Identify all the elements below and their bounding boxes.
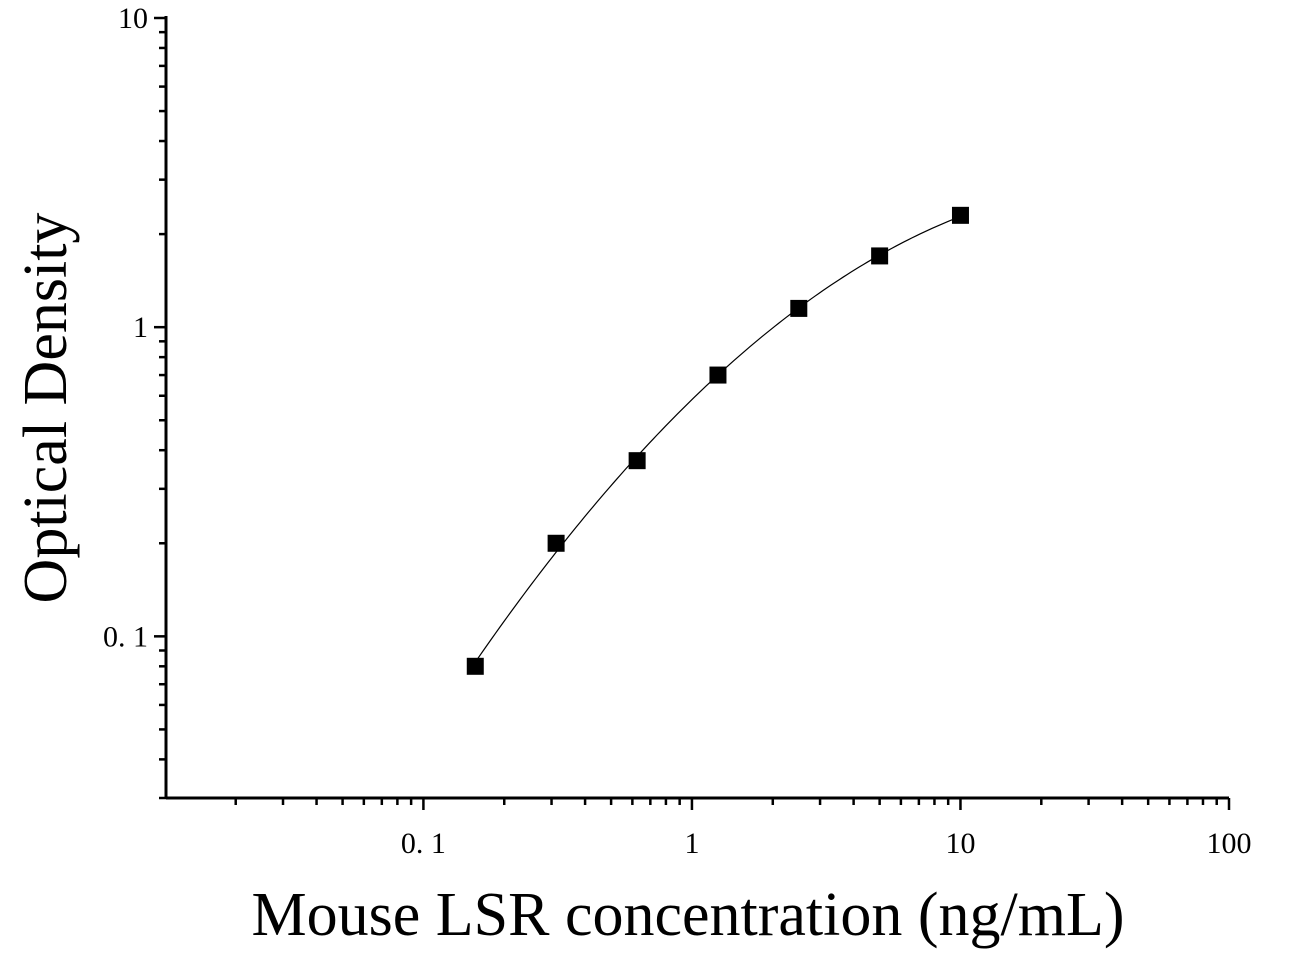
data-point [951, 206, 969, 224]
y-tick-label: 10 [118, 2, 148, 35]
y-tick-label: 1 [133, 311, 148, 344]
data-point [790, 299, 808, 317]
data-point [871, 247, 889, 265]
x-axis-ticks: 0. 1 1 10 100 [234, 798, 1252, 860]
y-tick-label: 0. 1 [103, 620, 148, 653]
x-tick-label: 0. 1 [401, 827, 446, 860]
x-tick-label: 100 [1207, 827, 1252, 860]
fit-curve [474, 215, 961, 663]
data-point [628, 452, 646, 470]
data-point [466, 657, 484, 675]
x-tick-label: 10 [945, 827, 975, 860]
data-point [547, 534, 565, 552]
x-axis-title: Mouse LSR concentration (ng/mL) [252, 881, 1125, 949]
data-points [466, 206, 969, 675]
y-axis-ticks: 0. 1 1 10 [103, 2, 166, 800]
axes [164, 16, 1229, 800]
data-point [709, 366, 727, 384]
y-axis-title: Optical Density [12, 213, 80, 604]
x-tick-label: 1 [684, 827, 699, 860]
